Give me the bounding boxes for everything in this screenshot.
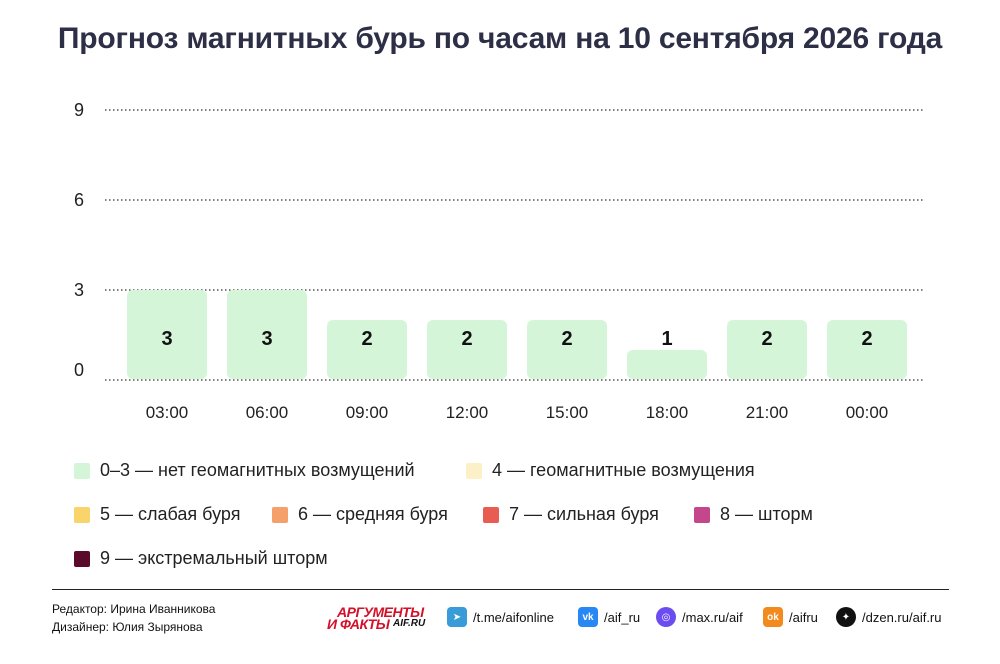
- legend-label: 6 — средняя буря: [298, 504, 448, 524]
- social-max[interactable]: ◎ /max.ru/aif: [656, 607, 743, 627]
- social-label: /max.ru/aif: [682, 609, 743, 625]
- legend-item-4: 4 — геомагнитные возмущения: [466, 460, 755, 481]
- y-tick-label: 0: [74, 360, 84, 380]
- y-tick-label: 6: [74, 190, 84, 210]
- y-tick-label: 3: [74, 280, 84, 300]
- x-tick-label: 21:00: [746, 403, 789, 422]
- social-telegram[interactable]: ➤ /t.me/aifonline: [447, 607, 554, 627]
- bar: [427, 320, 507, 379]
- bar: [527, 320, 607, 379]
- legend-swatch: [74, 550, 90, 567]
- bar-value-label: 3: [161, 328, 172, 350]
- aif-logo[interactable]: АРГУМЕНТЫ И ФАКТЫ AIF.RU: [327, 604, 435, 632]
- bar: [127, 290, 207, 379]
- legend-label: 8 — шторм: [720, 504, 813, 524]
- bar: [827, 320, 907, 379]
- bar-value-label: 1: [661, 328, 672, 350]
- bar-chart: 0 3 6 9 3 03:00 3 06:00 2 09:00 2 12:00 2 15:00 1 18:00…: [74, 100, 925, 422]
- social-label: /aifru: [789, 609, 818, 625]
- social-label: /aif_ru: [604, 609, 641, 625]
- legend-label: 0–3 — нет геомагнитных возмущений: [100, 460, 415, 480]
- designer-credit: Дизайнер: Юлия Зырянова: [52, 620, 203, 634]
- odnoklassniki-icon: ok: [763, 607, 783, 627]
- logo-line3: AIF.RU: [393, 618, 426, 629]
- legend-swatch: [483, 506, 499, 523]
- footer-divider: [52, 589, 949, 590]
- bar: [327, 320, 407, 379]
- max-icon: ◎: [656, 607, 676, 627]
- x-tick-label: 09:00: [346, 403, 389, 422]
- social-odnoklassniki[interactable]: ok /aifru: [763, 607, 818, 627]
- bar: [227, 290, 307, 379]
- bar: [627, 350, 707, 379]
- legend-swatch: [466, 462, 482, 479]
- bar-value-label: 3: [261, 328, 272, 350]
- legend-swatch: [74, 506, 90, 523]
- bar-value-label: 2: [361, 328, 372, 350]
- social-vk[interactable]: vk /aif_ru: [578, 607, 640, 627]
- social-label: /dzen.ru/aif.ru: [862, 609, 942, 625]
- legend-item-7: 7 — сильная буря: [483, 504, 659, 525]
- legend-item-5: 5 — слабая буря: [74, 504, 240, 525]
- x-tick-label: 00:00: [846, 403, 889, 422]
- legend-label: 4 — геомагнитные возмущения: [492, 460, 755, 480]
- legend-item-9: 9 — экстремальный шторм: [74, 548, 328, 569]
- logo-line1: АРГУМЕНТЫ: [337, 604, 424, 620]
- chart-title: Прогноз магнитных бурь по часам на 10 се…: [57, 22, 943, 55]
- legend-label: 9 — экстремальный шторм: [100, 548, 328, 568]
- bar-value-label: 2: [861, 328, 872, 350]
- bar: [727, 320, 807, 379]
- logo-line2: И ФАКТЫ: [327, 616, 390, 632]
- x-tick-label: 12:00: [446, 403, 489, 422]
- bar-value-label: 2: [561, 328, 572, 350]
- y-tick-label: 9: [74, 100, 84, 120]
- social-label: /t.me/aifonline: [473, 609, 554, 625]
- legend-item-0-3: 0–3 — нет геомагнитных возмущений: [74, 460, 415, 481]
- bar-value-label: 2: [761, 328, 772, 350]
- legend-swatch: [74, 462, 90, 479]
- legend-label: 7 — сильная буря: [509, 504, 659, 524]
- telegram-icon: ➤: [447, 607, 467, 627]
- bar-value-label: 2: [461, 328, 472, 350]
- x-tick-label: 15:00: [546, 403, 589, 422]
- social-dzen[interactable]: ✦ /dzen.ru/aif.ru: [836, 607, 942, 627]
- legend-item-8: 8 — шторм: [694, 504, 813, 525]
- legend-label: 5 — слабая буря: [100, 504, 241, 524]
- x-tick-label: 18:00: [646, 403, 689, 422]
- legend-swatch: [694, 506, 710, 523]
- editor-credit: Редактор: Ирина Иванникова: [52, 602, 216, 616]
- x-tick-label: 06:00: [246, 403, 289, 422]
- legend-swatch: [272, 506, 288, 523]
- legend-item-6: 6 — средняя буря: [272, 504, 448, 525]
- credits: Редактор: Ирина Иванникова Дизайнер: Юли…: [52, 600, 215, 636]
- x-tick-label: 03:00: [146, 403, 189, 422]
- dzen-icon: ✦: [836, 607, 856, 627]
- vk-icon: vk: [578, 607, 598, 627]
